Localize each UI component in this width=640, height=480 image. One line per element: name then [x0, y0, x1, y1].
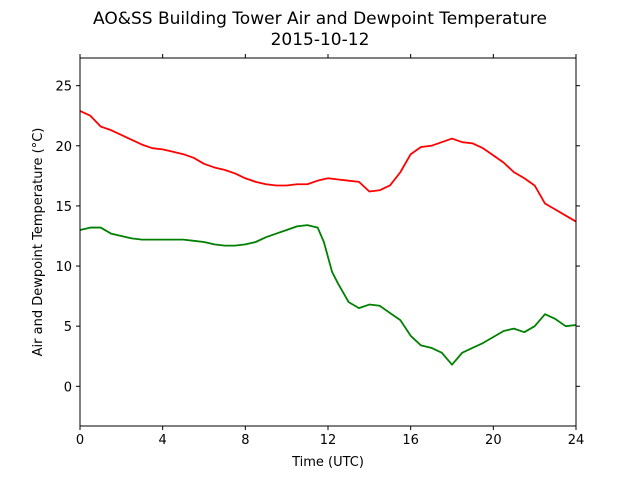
chart-title: AO&SS Building Tower Air and Dewpoint Te…: [93, 9, 547, 29]
series-layer: [79, 110, 577, 366]
x-axis-label: Time (UTC): [291, 455, 364, 470]
x-tick-label-0: 0: [76, 433, 84, 448]
series-line-1: [79, 224, 577, 366]
plot-frame: [79, 57, 577, 427]
y-tick-label-4: 20: [55, 140, 72, 155]
y-tick-label-5: 25: [55, 80, 72, 95]
x-tick-label-1: 4: [159, 433, 167, 448]
x-tick-label-5: 20: [485, 433, 502, 448]
series-line-0: [79, 110, 577, 223]
x-tick-label-2: 8: [241, 433, 249, 448]
ticks-layer: 0 4 8 12 16 20 24 0 5 10 15 20 25: [55, 54, 584, 448]
y-tick-label-0: 0: [64, 380, 72, 395]
x-tick-label-4: 16: [402, 433, 419, 448]
y-tick-label-2: 10: [55, 260, 72, 275]
y-axis-label: Air and Dewpoint Temperature (°C): [31, 128, 46, 357]
x-tick-label-6: 24: [568, 433, 585, 448]
y-tick-label-1: 5: [64, 320, 72, 335]
x-tick-label-3: 12: [320, 433, 337, 448]
chart-subtitle: 2015-10-12: [271, 30, 370, 50]
y-tick-label-3: 15: [55, 200, 72, 215]
